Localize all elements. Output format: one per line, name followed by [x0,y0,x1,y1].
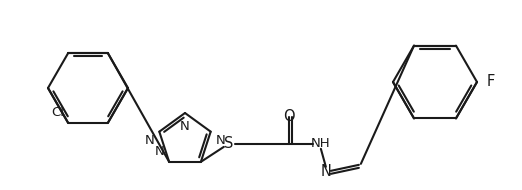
Text: N: N [180,120,190,133]
Text: NH: NH [311,137,330,150]
Text: F: F [487,74,495,89]
Text: N: N [321,164,331,179]
Text: Cl: Cl [52,106,65,119]
Text: O: O [283,109,295,124]
Text: N: N [145,134,155,147]
Text: S: S [224,136,233,151]
Text: N: N [155,145,164,158]
Text: N: N [216,134,226,147]
